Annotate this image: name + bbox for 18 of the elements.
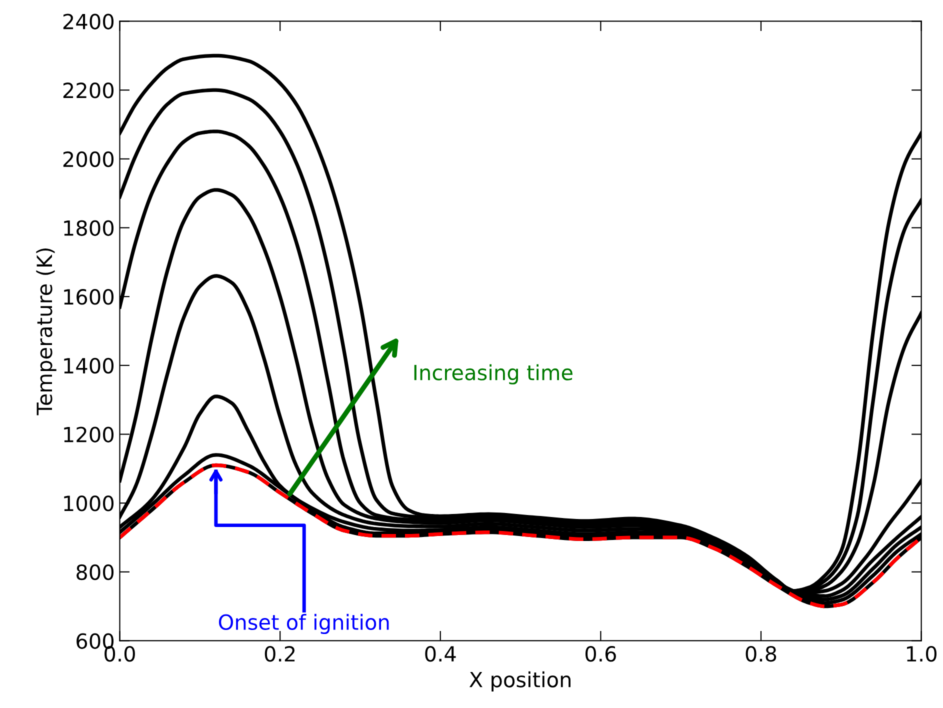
y-tick-label: 800 bbox=[76, 564, 114, 580]
y-tick-label: 2400 bbox=[63, 14, 114, 30]
y-tick-label: 2000 bbox=[63, 151, 114, 168]
y-tick-label: 1400 bbox=[64, 358, 114, 374]
x-tick-label: 0.8 bbox=[746, 646, 776, 662]
annotation: Onset of ignition bbox=[218, 614, 389, 634]
x-tick-label: 0.4 bbox=[425, 646, 456, 662]
x-tick-label: 0.6 bbox=[586, 646, 616, 662]
x-axis-title: X position bbox=[469, 671, 570, 692]
x-tick-label: 0.2 bbox=[264, 646, 295, 662]
x-tick-label: 1.0 bbox=[907, 646, 936, 662]
y-tick-label: 1800 bbox=[64, 220, 114, 236]
y-tick-label: 2200 bbox=[63, 82, 114, 98]
y-axis-title: Temperature (K) bbox=[36, 248, 56, 416]
y-tick-label: 1000 bbox=[64, 496, 114, 512]
y-tick-label: 1600 bbox=[64, 289, 114, 305]
y-tick-label: 1200 bbox=[64, 426, 114, 442]
annotation: Increasing time bbox=[414, 364, 572, 384]
